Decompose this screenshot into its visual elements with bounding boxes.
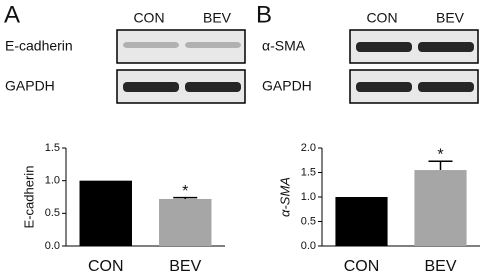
blot-band: [418, 82, 474, 92]
blot-band: [418, 42, 474, 52]
y-tick-label: 1.5: [301, 166, 316, 178]
y-axis-label: α-SMA: [277, 177, 292, 217]
blot-band: [123, 42, 179, 48]
significance-mark: *: [182, 183, 188, 200]
y-tick-label: 0.0: [301, 240, 316, 252]
lane-label: BEV: [203, 10, 232, 26]
panel-label: A: [4, 1, 20, 28]
blot-band: [185, 82, 241, 92]
y-tick-label: 1.0: [45, 175, 60, 187]
y-tick-label: 1.0: [301, 191, 316, 203]
x-tick-label: BEV: [424, 258, 456, 275]
bar: [335, 197, 388, 246]
blot-label: GAPDH: [262, 78, 312, 94]
blot-label: α-SMA: [262, 38, 306, 54]
error-bar: [173, 196, 198, 199]
lane-label: BEV: [436, 10, 465, 26]
y-tick-label: 1.5: [45, 142, 60, 154]
bar: [79, 180, 132, 246]
x-tick-label: CON: [344, 258, 380, 275]
error-bar: [428, 160, 453, 171]
y-tick-label: 2.0: [301, 142, 316, 154]
blot-band: [356, 42, 412, 52]
y-tick-label: 0.0: [45, 240, 60, 252]
x-tick-label: BEV: [169, 258, 201, 275]
y-axis-label: E-cadherin: [21, 166, 36, 229]
y-tick-label: 0.5: [45, 207, 60, 219]
blot-band: [123, 82, 179, 92]
blot-band: [356, 82, 412, 92]
significance-mark: *: [437, 146, 443, 163]
blot-band: [185, 42, 241, 48]
panel-label: B: [256, 1, 272, 28]
blot-label: GAPDH: [5, 78, 55, 94]
bar: [159, 198, 212, 246]
x-tick-label: CON: [88, 258, 124, 275]
y-tick-label: 0.5: [301, 215, 316, 227]
lane-label: CON: [366, 10, 397, 26]
blot-label: E-cadherin: [5, 38, 73, 54]
lane-label: CON: [133, 10, 164, 26]
bar: [414, 170, 467, 246]
